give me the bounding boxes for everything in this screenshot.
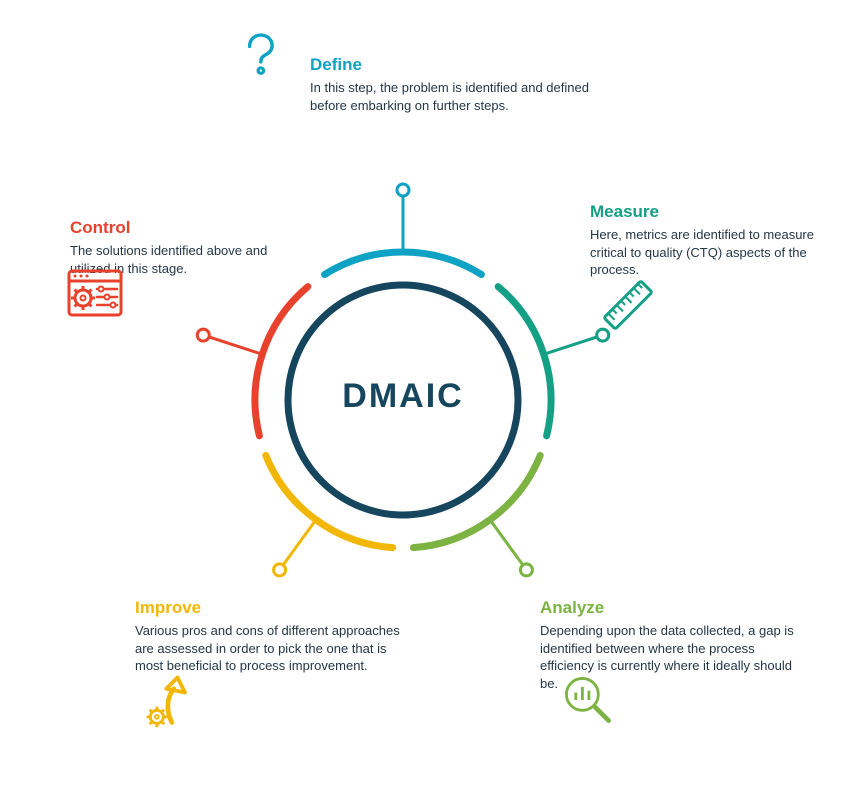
step-measure: Measure Here, metrics are identified to … <box>590 202 820 279</box>
step-define: Define In this step, the problem is iden… <box>310 55 610 114</box>
ruler-icon <box>596 273 660 337</box>
step-improve-title: Improve <box>135 598 405 618</box>
center-label: DMAIC <box>283 377 523 416</box>
dashboard-gear-icon <box>63 263 127 327</box>
step-analyze-title: Analyze <box>540 598 800 618</box>
dmaic-diagram: DMAIC Define In this step, the problem i… <box>0 0 850 800</box>
step-measure-title: Measure <box>590 202 820 222</box>
step-improve: Improve Various pros and cons of differe… <box>135 598 405 675</box>
question-icon <box>234 29 286 81</box>
step-measure-desc: Here, metrics are identified to measure … <box>590 226 820 279</box>
step-improve-desc: Various pros and cons of different appro… <box>135 622 405 675</box>
arrow-up-gear-icon <box>140 670 200 730</box>
step-control-title: Control <box>70 218 290 238</box>
step-define-desc: In this step, the problem is identified … <box>310 79 610 114</box>
magnifier-icon <box>558 670 618 730</box>
step-define-title: Define <box>310 55 610 75</box>
